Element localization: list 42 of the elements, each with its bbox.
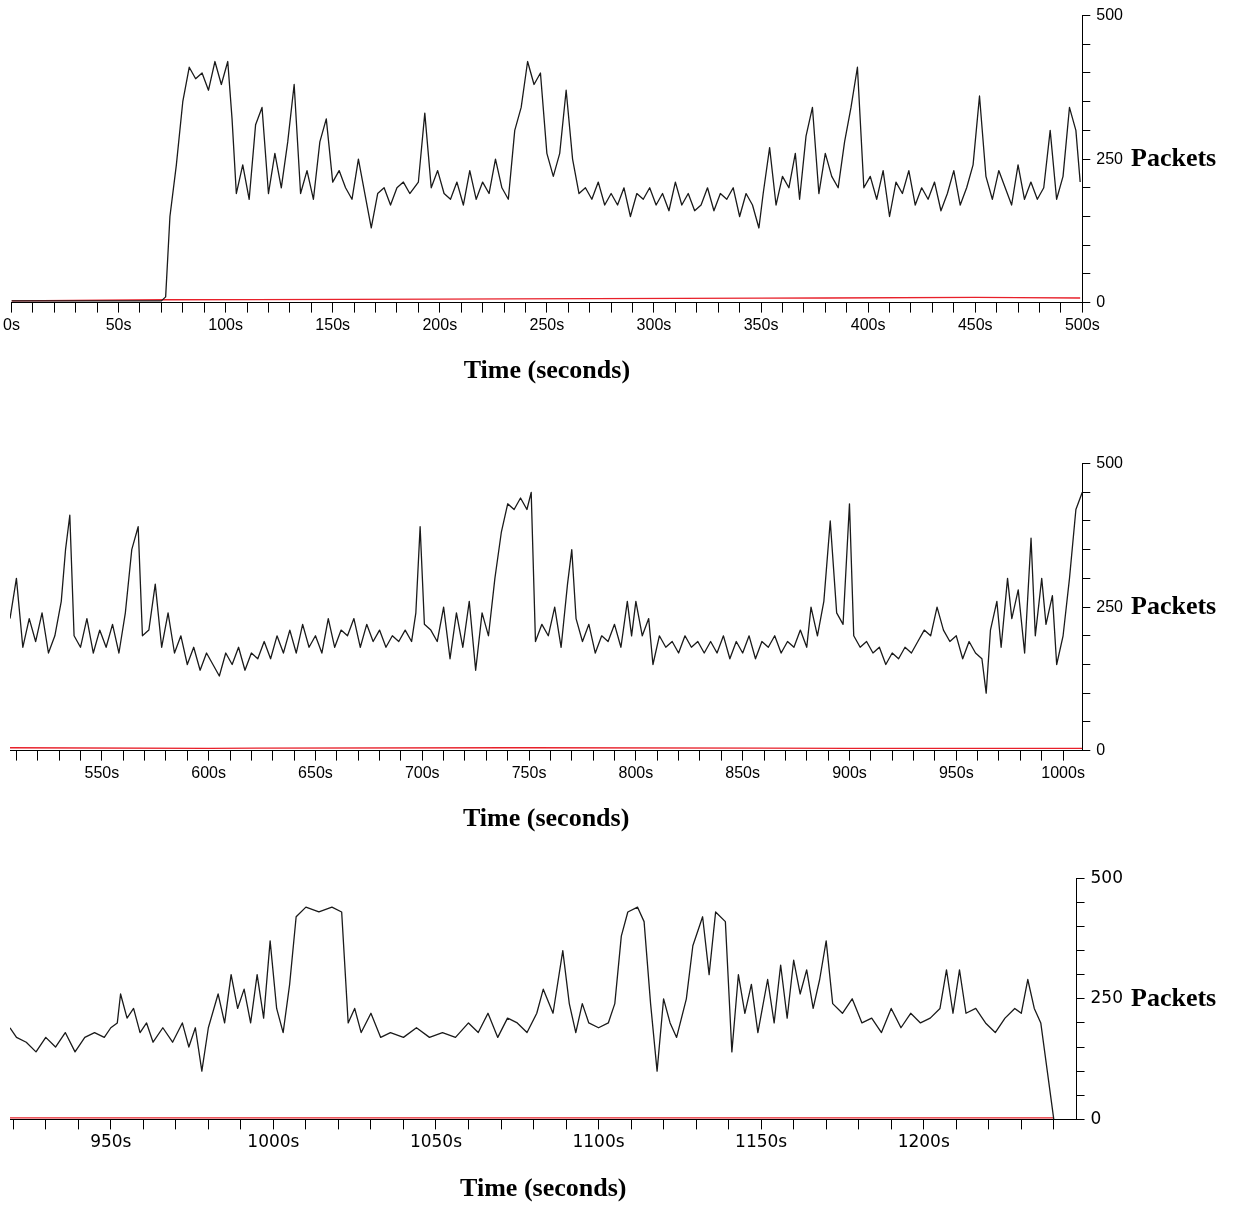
x-tick-label: 900s [832,763,867,781]
x-tick-label: 400s [850,315,886,333]
x-tick-label: 200s [422,315,458,333]
y-tick-label: 0 [1090,1107,1102,1128]
x-axis-title: Time (seconds) [460,1173,627,1203]
x-tick-label: 650s [298,763,333,781]
y-tick-label: 250 [1096,597,1124,615]
y-axis-title: Packets [1131,142,1217,172]
x-tick-label: 800s [618,763,654,781]
x-tick-label: 250s [529,315,565,333]
y-tick-label: 0 [1096,293,1106,311]
y-tick-label: 0 [1096,741,1106,759]
x-tick-label: 350s [743,315,779,333]
x-axis-title: Time (seconds) [462,803,630,833]
x-tick-label: 1150s [735,1131,788,1152]
x-tick-label: 550s [84,763,120,781]
x-tick-label: 750s [511,763,547,781]
y-tick-label: 250 [1090,987,1124,1008]
y-axis-title: Packets [1131,590,1217,620]
y-axis-title: Packets [1131,982,1217,1012]
x-tick-label: 300s [636,315,672,333]
y-tick-label: 500 [1090,866,1124,887]
x-tick-label: 0s [3,315,20,333]
x-tick-label: 700s [404,763,440,781]
x-tick-label: 50s [105,315,132,333]
y-tick-label: 250 [1096,149,1124,167]
x-tick-label: 950s [90,1131,132,1152]
x-tick-label: 1000s [1041,763,1085,781]
x-tick-label: 600s [191,763,227,781]
x-tick-label: 850s [725,763,761,781]
x-tick-label: 450s [957,315,993,333]
x-tick-label: 150s [315,315,351,333]
x-tick-label: 100s [208,315,243,333]
y-tick-label: 500 [1096,454,1124,472]
x-tick-label: 950s [938,763,974,781]
x-tick-label: 1100s [572,1131,625,1152]
x-tick-label: 1200s [897,1131,950,1152]
x-tick-label: 500s [1064,315,1100,333]
x-axis-title: Time (seconds) [463,355,631,385]
y-tick-label: 500 [1096,6,1124,24]
x-tick-label: 1050s [409,1131,463,1152]
x-tick-label: 1000s [247,1131,300,1152]
